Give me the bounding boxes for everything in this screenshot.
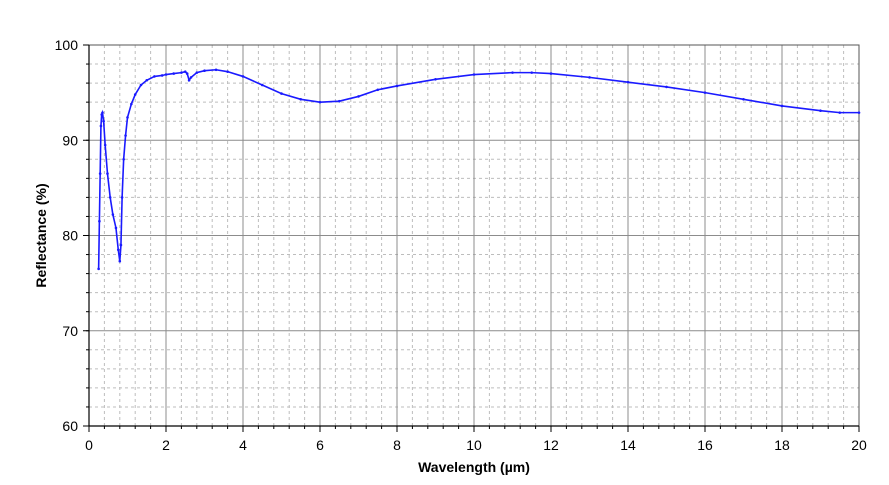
data-point [530, 71, 534, 74]
data-point [395, 84, 399, 88]
y-tick-label: 90 [62, 132, 78, 148]
data-point [185, 72, 189, 75]
data-point [195, 71, 199, 74]
data-point [203, 69, 206, 73]
data-point [133, 93, 137, 96]
x-tick-label: 6 [316, 437, 324, 453]
data-point [819, 109, 822, 113]
data-point [108, 196, 112, 199]
data-point [226, 70, 229, 73]
y-tick-label: 80 [62, 228, 78, 244]
data-point [111, 213, 115, 216]
x-axis-title: Wavelength (µm) [418, 459, 530, 475]
y-axis-title: Reflectance (%) [33, 183, 49, 287]
data-point [337, 99, 341, 103]
data-point [280, 92, 283, 95]
data-point [118, 259, 122, 263]
data-point [838, 111, 842, 114]
data-point [180, 71, 183, 74]
x-tick-label: 10 [466, 437, 482, 453]
data-point [665, 85, 668, 89]
data-point [120, 196, 124, 199]
x-tick-label: 2 [162, 437, 170, 453]
data-point [153, 75, 156, 78]
data-point [703, 91, 707, 94]
data-point [241, 75, 245, 78]
data-point [130, 102, 133, 106]
data-point [511, 71, 514, 74]
data-point [183, 70, 187, 73]
axis-ticks [83, 44, 860, 432]
data-point [98, 219, 101, 223]
data-point [145, 78, 149, 82]
data-point [164, 73, 168, 76]
y-tick-label: 60 [62, 418, 78, 434]
data-point [97, 267, 100, 271]
data-point [857, 111, 861, 114]
data-point [122, 158, 125, 161]
x-tick-label: 8 [393, 437, 401, 453]
data-point [588, 76, 591, 79]
data-point [116, 248, 120, 252]
data-point [780, 104, 784, 108]
data-point [106, 172, 109, 175]
data-point [187, 78, 191, 82]
x-tick-label: 12 [543, 437, 559, 453]
data-point [101, 111, 104, 114]
data-point [124, 134, 127, 137]
data-point [260, 83, 264, 87]
data-point [102, 119, 105, 123]
data-point [299, 97, 303, 101]
data-point [318, 100, 322, 104]
data-point [214, 68, 218, 72]
x-tick-label: 14 [620, 437, 636, 453]
data-point [189, 76, 193, 79]
data-point [114, 226, 118, 230]
data-point [626, 80, 630, 84]
data-point [98, 172, 102, 175]
data-point [472, 73, 476, 76]
data-point [549, 72, 553, 75]
data-point [139, 83, 143, 87]
x-tick-label: 0 [85, 437, 93, 453]
data-point [357, 95, 360, 98]
y-tick-label: 100 [55, 37, 79, 53]
x-tick-label: 4 [239, 437, 247, 453]
data-point [434, 77, 437, 81]
data-point [742, 97, 745, 101]
data-point [126, 116, 129, 119]
data-point [160, 74, 164, 77]
tick-labels: 0 2 4 6 8 10 12 14 16 18 20 60 70 80 90 100 [55, 37, 867, 453]
x-tick-label: 16 [697, 437, 713, 453]
data-point [99, 124, 103, 128]
data-point [376, 88, 380, 92]
series-points [97, 68, 861, 271]
data-point [172, 72, 175, 75]
data-point [103, 143, 107, 147]
x-tick-label: 20 [851, 437, 867, 453]
data-point [119, 243, 123, 247]
x-tick-label: 18 [774, 437, 790, 453]
y-tick-label: 70 [62, 323, 78, 339]
